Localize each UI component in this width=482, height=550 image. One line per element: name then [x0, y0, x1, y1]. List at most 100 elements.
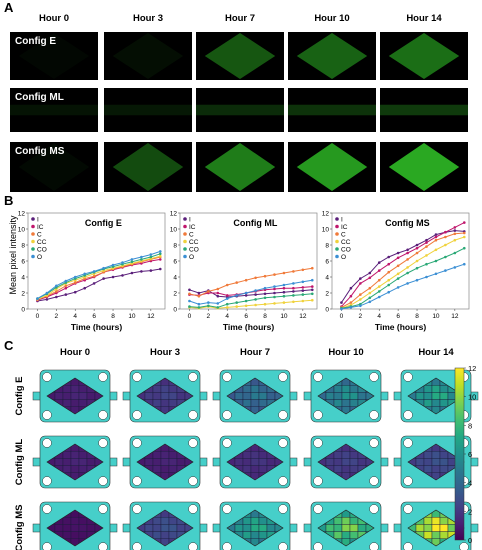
heatmap-cell — [250, 524, 260, 532]
heatmap-cell — [168, 392, 178, 400]
panel-c-letter: C — [4, 338, 14, 353]
heatmap-cell — [341, 524, 351, 532]
fluorescent-chamber — [204, 32, 276, 80]
mount-hole — [222, 438, 232, 448]
legend-marker — [31, 217, 35, 221]
legend-marker — [183, 254, 187, 259]
heatmap-cell — [439, 524, 449, 532]
heatmap-cell — [431, 392, 441, 400]
colorbar-tick-label: 6 — [468, 450, 472, 459]
mount-hole — [188, 504, 198, 514]
data-point — [434, 233, 438, 236]
data-point — [207, 301, 210, 304]
x-axis-label: Time (hours) — [375, 322, 426, 332]
heatmap-cell — [349, 458, 359, 466]
heatmap-cell — [78, 399, 88, 407]
mount-hole — [369, 504, 379, 514]
mount-hole — [369, 542, 379, 550]
legend-marker — [183, 217, 187, 221]
data-point — [444, 235, 447, 239]
heatmap-cell — [176, 458, 186, 466]
panel-c-hour-header: Hour 7 — [240, 347, 270, 358]
heatmap-cell — [160, 392, 170, 400]
chamber-outline — [226, 509, 284, 547]
data-point — [273, 295, 276, 299]
data-point — [349, 301, 353, 304]
data-point — [377, 261, 381, 264]
heatmap-cell — [234, 392, 244, 400]
data-point — [273, 285, 276, 288]
legend-label: CO — [341, 246, 351, 253]
data-point — [444, 269, 447, 272]
heatmap-cell — [333, 516, 343, 525]
x-tick-label: 0 — [36, 313, 40, 320]
panel-b-letter: B — [4, 193, 14, 208]
heatmap-cell — [423, 458, 433, 466]
panel-c-row-label: Config E — [14, 376, 25, 415]
data-point — [301, 286, 305, 289]
data-point — [377, 278, 381, 282]
legend-label: C — [189, 231, 194, 238]
fluorescence-image — [380, 142, 468, 192]
heatmap-cell — [439, 516, 449, 525]
mount-hole — [222, 476, 232, 486]
fluorescence-image — [380, 88, 468, 132]
mount-hole — [313, 372, 323, 382]
mount-hole — [42, 410, 52, 420]
y-tick-label: 6 — [21, 259, 25, 266]
series-line — [189, 293, 313, 308]
x-tick-label: 8 — [263, 313, 267, 320]
panel-c-heatmaps: Hour 0 Hour 3 Hour 7 Hour 10 Hour 14 Config E… — [14, 347, 479, 550]
series-line — [341, 236, 465, 309]
data-point — [188, 288, 191, 292]
data-point — [396, 286, 400, 289]
legend-label: CO — [37, 246, 47, 253]
data-point — [415, 246, 419, 250]
legend-marker — [31, 247, 35, 251]
heatmap-cell — [152, 385, 162, 393]
data-point — [292, 290, 295, 293]
legend-label: CC — [37, 239, 47, 246]
legend-label: C — [37, 231, 42, 238]
data-point — [244, 299, 248, 303]
heatmap-device — [32, 501, 118, 550]
mount-hole — [222, 504, 232, 514]
heatmap-cell — [242, 516, 252, 525]
fluorescent-channel — [196, 104, 284, 116]
data-point — [425, 241, 428, 244]
heatmap-cell — [234, 458, 244, 466]
data-point — [92, 270, 96, 273]
data-point — [140, 270, 143, 273]
data-point — [396, 277, 400, 280]
heatmap-cell — [168, 450, 178, 459]
mount-hole — [98, 504, 108, 514]
mount-hole — [369, 372, 379, 382]
heatmap-cell — [250, 531, 260, 540]
data-point — [425, 275, 428, 279]
data-point — [292, 286, 295, 290]
data-point — [453, 232, 457, 236]
data-point — [225, 297, 229, 300]
data-point — [64, 293, 68, 296]
data-point — [444, 230, 447, 234]
legend-label: O — [37, 254, 42, 261]
heatmap-cell — [62, 385, 72, 393]
data-point — [235, 281, 238, 284]
colorbar-tick-label: 12 — [468, 364, 476, 373]
panel-c-hour-header: Hour 10 — [328, 347, 363, 358]
data-point — [121, 274, 124, 277]
heatmap-cell — [250, 465, 260, 473]
heatmap-cell — [357, 392, 367, 400]
heatmap-cell — [349, 385, 359, 393]
heatmap-cell — [152, 516, 162, 525]
data-point — [377, 290, 381, 293]
heatmap-cell — [160, 450, 170, 459]
heatmap-cell — [258, 399, 268, 407]
data-point — [462, 221, 466, 224]
colorbar-tick-label: 8 — [468, 421, 472, 430]
y-tick-label: 4 — [173, 275, 177, 282]
chamber-outline — [46, 443, 104, 481]
heatmap-cell — [333, 450, 343, 459]
heatmap-cell — [357, 458, 367, 466]
data-point — [282, 283, 286, 287]
